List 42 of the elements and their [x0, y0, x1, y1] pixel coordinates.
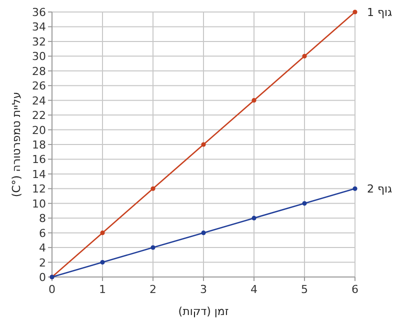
y-tick-label: 18: [32, 138, 46, 152]
y-tick-label: 28: [32, 64, 46, 78]
y-tick-label: 34: [32, 20, 46, 34]
y-axis-title: עליית טמפרטורה (°C): [10, 92, 23, 198]
x-tick-label: 5: [301, 283, 308, 296]
point: [352, 186, 358, 191]
point: [150, 245, 156, 250]
point: [302, 201, 307, 206]
x-axis-title: זמן (דקות): [178, 305, 229, 318]
point: [100, 230, 105, 236]
point: [201, 230, 206, 236]
y-tick-label: 36: [32, 6, 46, 19]
point: [201, 142, 206, 147]
y-tick-label: 8: [39, 212, 46, 226]
y-tick-label: 10: [32, 197, 46, 210]
point: [252, 98, 256, 103]
y-tick-label: 30: [32, 50, 46, 64]
series-label: גוף 1: [367, 6, 393, 19]
y-tick-label: 22: [32, 109, 46, 122]
x-tick-label: 1: [99, 283, 106, 296]
series-label: גוף 2: [367, 182, 393, 196]
y-tick-label: 32: [32, 35, 46, 48]
x-tick-label: 3: [200, 283, 207, 296]
y-tick-label: 14: [32, 168, 46, 181]
y-tick-label: 12: [32, 182, 46, 196]
point: [302, 54, 307, 58]
y-tick-label: 6: [39, 226, 46, 240]
point: [150, 186, 156, 191]
y-tick-label: 4: [39, 242, 46, 255]
y-tick-label: 16: [32, 153, 46, 166]
y-tick-label: 24: [32, 94, 46, 108]
point: [352, 10, 358, 14]
point: [252, 216, 256, 220]
x-tick-label: 0: [48, 283, 56, 296]
y-tick-label: 0: [39, 271, 46, 284]
x-tick-label: 6: [352, 283, 358, 296]
x-tick-label: 2: [150, 283, 156, 296]
y-tick-label: 20: [32, 124, 46, 137]
x-tick-label: 4: [250, 283, 258, 296]
y-tick-label: 2: [39, 256, 46, 270]
point: [100, 260, 105, 265]
y-tick-label: 26: [32, 80, 46, 93]
